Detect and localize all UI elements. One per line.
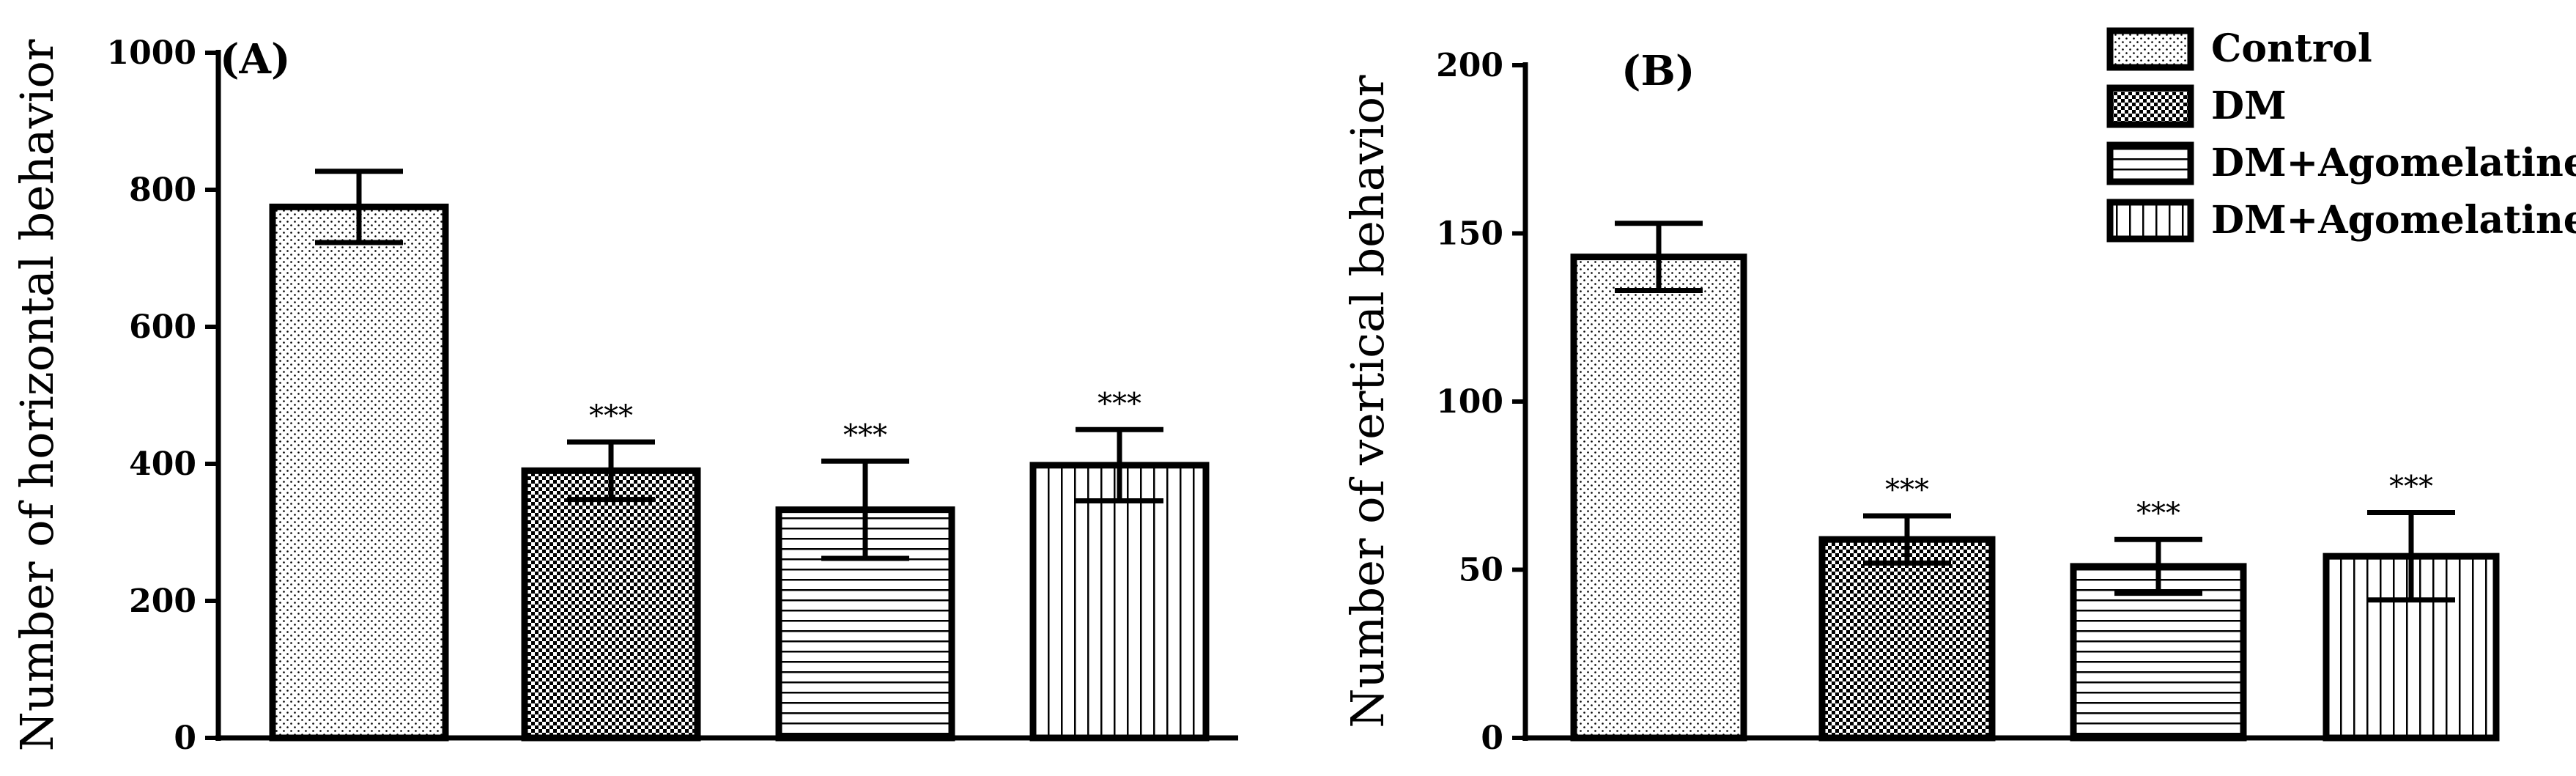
bar-control [1570, 254, 1747, 742]
legend-swatch [2106, 27, 2194, 71]
error-bar [2367, 509, 2455, 603]
legend-item: Control [2106, 26, 2372, 71]
error-bar [1863, 513, 1951, 566]
significance-mark: *** [1885, 473, 1929, 507]
legend-item: DM+Agomelatine-80 [2106, 198, 2576, 243]
legend-item: DM [2106, 84, 2287, 128]
chart-panel-a: *** *** *** 0 200 400 600 800 1000 Number of hori… [10, 34, 1238, 757]
error-bar [821, 458, 909, 561]
y-tick-label: 150 [1436, 215, 1503, 253]
legend-label: DM+Agomelatine-80 [2211, 198, 2576, 243]
y-tick-label: 200 [1436, 47, 1503, 84]
significance-mark: *** [1098, 387, 1141, 421]
bar-dm-agomelatine-80 [1029, 462, 1210, 742]
legend-label: DM [2211, 84, 2287, 128]
legend-label: DM+Agomelatine-40 [2211, 141, 2576, 185]
error-bar [2114, 536, 2202, 596]
significance-mark: *** [2389, 470, 2433, 503]
y-tick-label: 1000 [107, 34, 196, 72]
significance-mark: *** [589, 399, 633, 433]
panel-label: (A) [220, 35, 290, 84]
bar-control [269, 203, 449, 742]
error-bar [1615, 221, 1703, 294]
y-tick-label: 0 [1481, 720, 1503, 757]
legend-item: DM+Agomelatine-40 [2106, 141, 2576, 185]
significance-mark: *** [2136, 497, 2180, 531]
bar-dm [1818, 536, 1996, 742]
bar-dm [521, 467, 701, 742]
error-bar [1076, 426, 1163, 503]
y-tick-label: 100 [1436, 383, 1503, 421]
legend-label: Control [2211, 26, 2372, 71]
significance-mark: *** [843, 418, 887, 452]
chart-panel-b: *** *** *** 0 50 100 150 200 Number of vertical … [1341, 47, 2500, 757]
y-tick-label: 200 [129, 583, 196, 620]
y-tick-label: 600 [129, 308, 196, 346]
legend-swatch [2106, 84, 2194, 128]
legend-swatch [2106, 141, 2194, 185]
error-bar [315, 169, 403, 245]
y-axis-title: Number of horizontal behavior [10, 39, 64, 751]
y-tick-label: 400 [129, 446, 196, 483]
error-bar [567, 439, 655, 503]
y-axis-title: Number of vertical behavior [1341, 75, 1394, 728]
y-tick-label: 0 [174, 720, 196, 757]
y-tick-label: 50 [1459, 552, 1503, 589]
legend: Control DM DM+Agomelatine-40 DM+Agomelatine… [2106, 26, 2576, 243]
legend-swatch [2106, 199, 2194, 243]
y-tick-label: 800 [129, 171, 196, 209]
panel-label: (B) [1621, 47, 1695, 95]
